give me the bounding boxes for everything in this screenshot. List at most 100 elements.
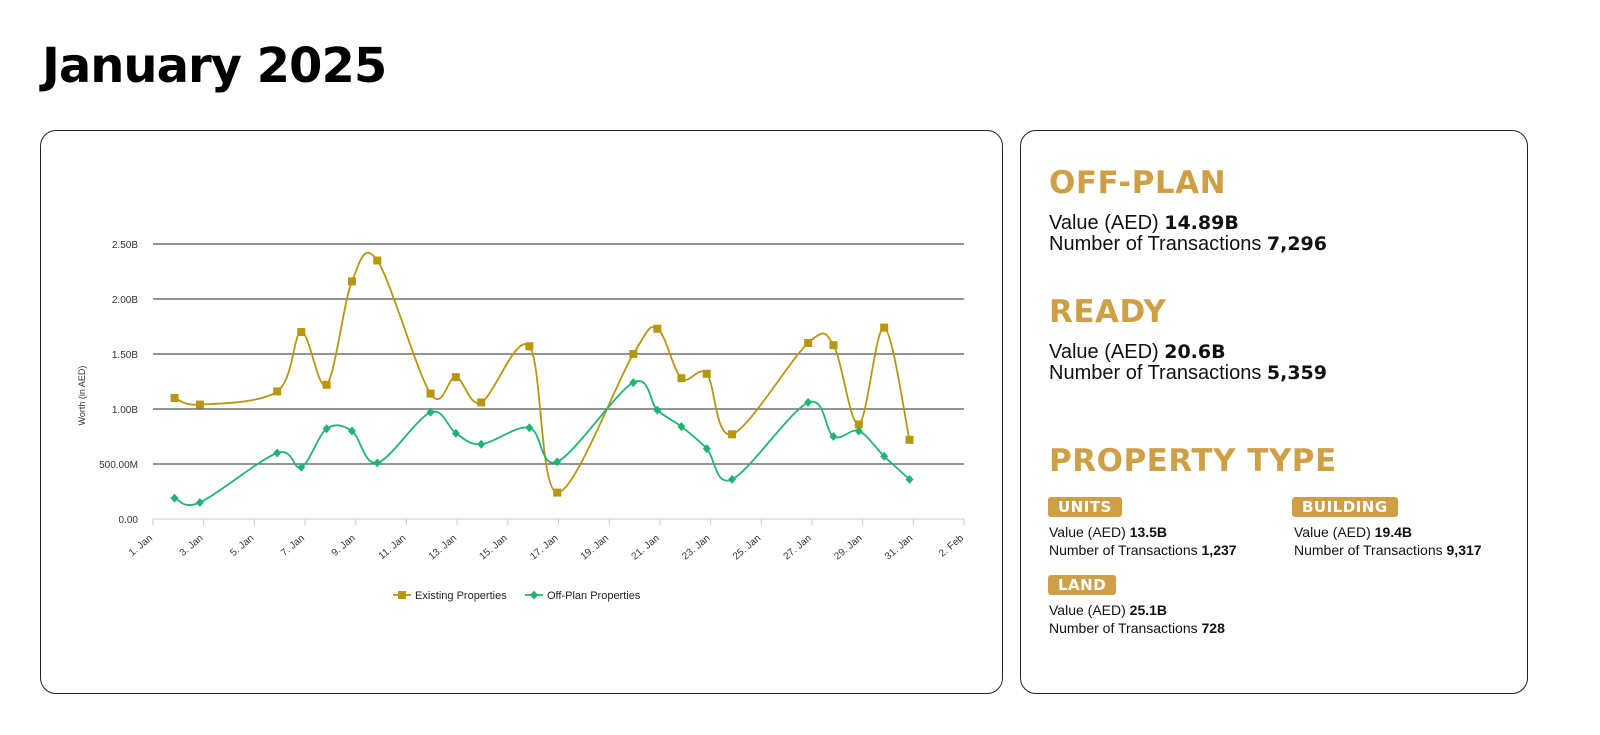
existing-propertiespoint	[322, 380, 331, 389]
existing-propertiespoint	[804, 339, 813, 347]
building-value-label: Value (AED)	[1294, 524, 1371, 540]
chart-card: 0.00 500.00M 1.00B 1.50B 2.00B 2.50B 1. Jan 3. …	[40, 130, 1003, 694]
x-tick-label: 31. Jan	[883, 533, 915, 563]
off-plan-tx-label: Number of Transactions	[1049, 233, 1262, 255]
x-tick-label: 25. Jan	[731, 533, 763, 563]
x-tick-label: 29. Jan	[832, 533, 864, 563]
existing-propertiespoint	[829, 341, 838, 350]
existing-propertiespoint	[477, 398, 486, 407]
ready-tx-label: Number of Transactions	[1049, 362, 1262, 384]
existing-propertiespoint	[702, 369, 711, 378]
building-value: Value (AED) 19.4B	[1294, 524, 1412, 540]
off-plan-propertiespoint	[829, 432, 838, 441]
off-plan-propertiespoint	[677, 422, 686, 432]
off-plan-tx-number: 7,296	[1266, 233, 1327, 255]
x-tick-label: 27. Jan	[782, 533, 814, 563]
building-tx-label: Number of Transactions	[1294, 542, 1443, 558]
ready-value-label: Value (AED)	[1049, 341, 1159, 363]
building-transactions: Number of Transactions 9,317	[1294, 542, 1482, 558]
building-value-number: 19.4B	[1374, 524, 1413, 540]
off-plan-propertiespoint	[322, 424, 331, 434]
existing-propertiespoint	[347, 277, 356, 286]
off-plan-propertiespoint	[477, 439, 486, 449]
building-tx-number: 9,317	[1446, 542, 1482, 558]
x-tick-label: 15. Jan	[478, 533, 510, 563]
off-plan-propertiespoint	[195, 498, 204, 507]
units-value: Value (AED) 13.5B	[1049, 524, 1167, 540]
existing-propertiespoint	[728, 430, 737, 439]
x-tick-label: 11. Jan	[377, 533, 409, 562]
x-tick-label: 23. Jan	[680, 533, 712, 563]
x-tick-label: 1. Jan	[127, 533, 155, 559]
off-plan-value-number: 14.89B	[1164, 212, 1239, 234]
land-badge: LAND	[1048, 575, 1117, 595]
y-tick-label: 1.50B	[112, 350, 138, 361]
off-plan-propertiespoint	[273, 448, 282, 458]
off-plan-value-label: Value (AED)	[1049, 212, 1159, 234]
existing-propertiespoint	[273, 387, 282, 396]
ready-tx-number: 5,359	[1266, 362, 1327, 384]
off-plan-propertiespoint	[702, 444, 711, 454]
existing-propertiespoint	[297, 328, 306, 336]
existing-propertiespoint	[905, 435, 914, 444]
page-title: January 2025	[42, 38, 387, 94]
legend-marker-off-plan-properties	[530, 590, 538, 600]
x-tick-label: 7. Jan	[279, 533, 307, 559]
units-badge: UNITS	[1048, 497, 1122, 517]
existing-propertiespoint	[525, 342, 534, 351]
ready-transactions: Number of Transactions 5,359	[1049, 362, 1327, 385]
y-axis-label: Worth (in AED)	[77, 366, 87, 426]
existing-propertiespoint	[553, 488, 562, 497]
legend-label: Existing Properties	[415, 590, 507, 602]
land-value: Value (AED) 25.1B	[1049, 602, 1167, 618]
x-tick-label: 5. Jan	[228, 533, 256, 559]
off-plan-propertiespoint	[653, 405, 662, 415]
off-plan-propertiespoint	[451, 428, 460, 438]
legend-marker-existing-properties	[398, 591, 406, 599]
off-plan-propertiespoint	[170, 493, 179, 503]
existing-propertiespoint	[195, 400, 204, 409]
land-tx-label: Number of Transactions	[1049, 620, 1198, 636]
units-value-label: Value (AED)	[1049, 524, 1126, 540]
off-plan-propertiespoint	[525, 423, 534, 433]
existing-propertiespoint	[653, 324, 662, 333]
land-value-number: 25.1B	[1129, 602, 1168, 618]
property-type-heading: PROPERTY TYPE	[1049, 443, 1337, 479]
ready-value: Value (AED) 20.6B	[1049, 341, 1226, 364]
existing-propertiespoint	[426, 389, 435, 398]
y-tick-label: 2.00B	[112, 295, 138, 306]
y-tick-label: 1.00B	[112, 405, 138, 416]
ready-heading: READY	[1049, 294, 1167, 330]
x-tick-label: 13. Jan	[427, 533, 459, 563]
units-tx-label: Number of Transactions	[1049, 542, 1198, 558]
off-plan-transactions: Number of Transactions 7,296	[1049, 233, 1327, 256]
off-plan-propertiespoint	[905, 474, 914, 484]
off-plan-propertiespoint	[297, 462, 306, 472]
x-tick-label: 3. Jan	[178, 533, 206, 559]
off-plan-propertiespoint	[629, 378, 638, 388]
stats-card: OFF-PLAN Value (AED) 14.89B Number of Tr…	[1020, 130, 1528, 694]
units-transactions: Number of Transactions 1,237	[1049, 542, 1237, 558]
off-plan-propertiespoint	[854, 426, 863, 436]
units-value-number: 13.5B	[1129, 524, 1168, 540]
off-plan-propertiespoint	[347, 426, 356, 436]
off-plan-propertiespoint	[804, 397, 813, 407]
off-plan-propertiespoint	[728, 474, 737, 484]
y-tick-label: 500.00M	[99, 460, 138, 471]
existing-propertiespoint	[854, 420, 863, 429]
land-transactions: Number of Transactions 728	[1049, 620, 1225, 636]
legend-label: Off-Plan Properties	[547, 590, 641, 602]
x-tick-label: 2. Feb	[937, 533, 966, 560]
existing-propertiespoint	[880, 323, 889, 332]
existing-propertiespoint	[170, 394, 179, 402]
land-value-label: Value (AED)	[1049, 602, 1126, 618]
off-plan-propertiesseries-line	[174, 380, 911, 506]
existing-propertiesseries-line	[174, 252, 911, 494]
line-chart: 0.00 500.00M 1.00B 1.50B 2.00B 2.50B 1. Jan 3. …	[77, 240, 966, 602]
y-tick-label: 0.00	[119, 515, 139, 526]
off-plan-propertiespoint	[880, 451, 889, 461]
off-plan-propertiespoint	[373, 458, 382, 468]
x-tick-label: 21. Jan	[630, 533, 662, 563]
off-plan-propertiespoint	[553, 457, 562, 467]
building-badge: BUILDING	[1292, 497, 1398, 517]
